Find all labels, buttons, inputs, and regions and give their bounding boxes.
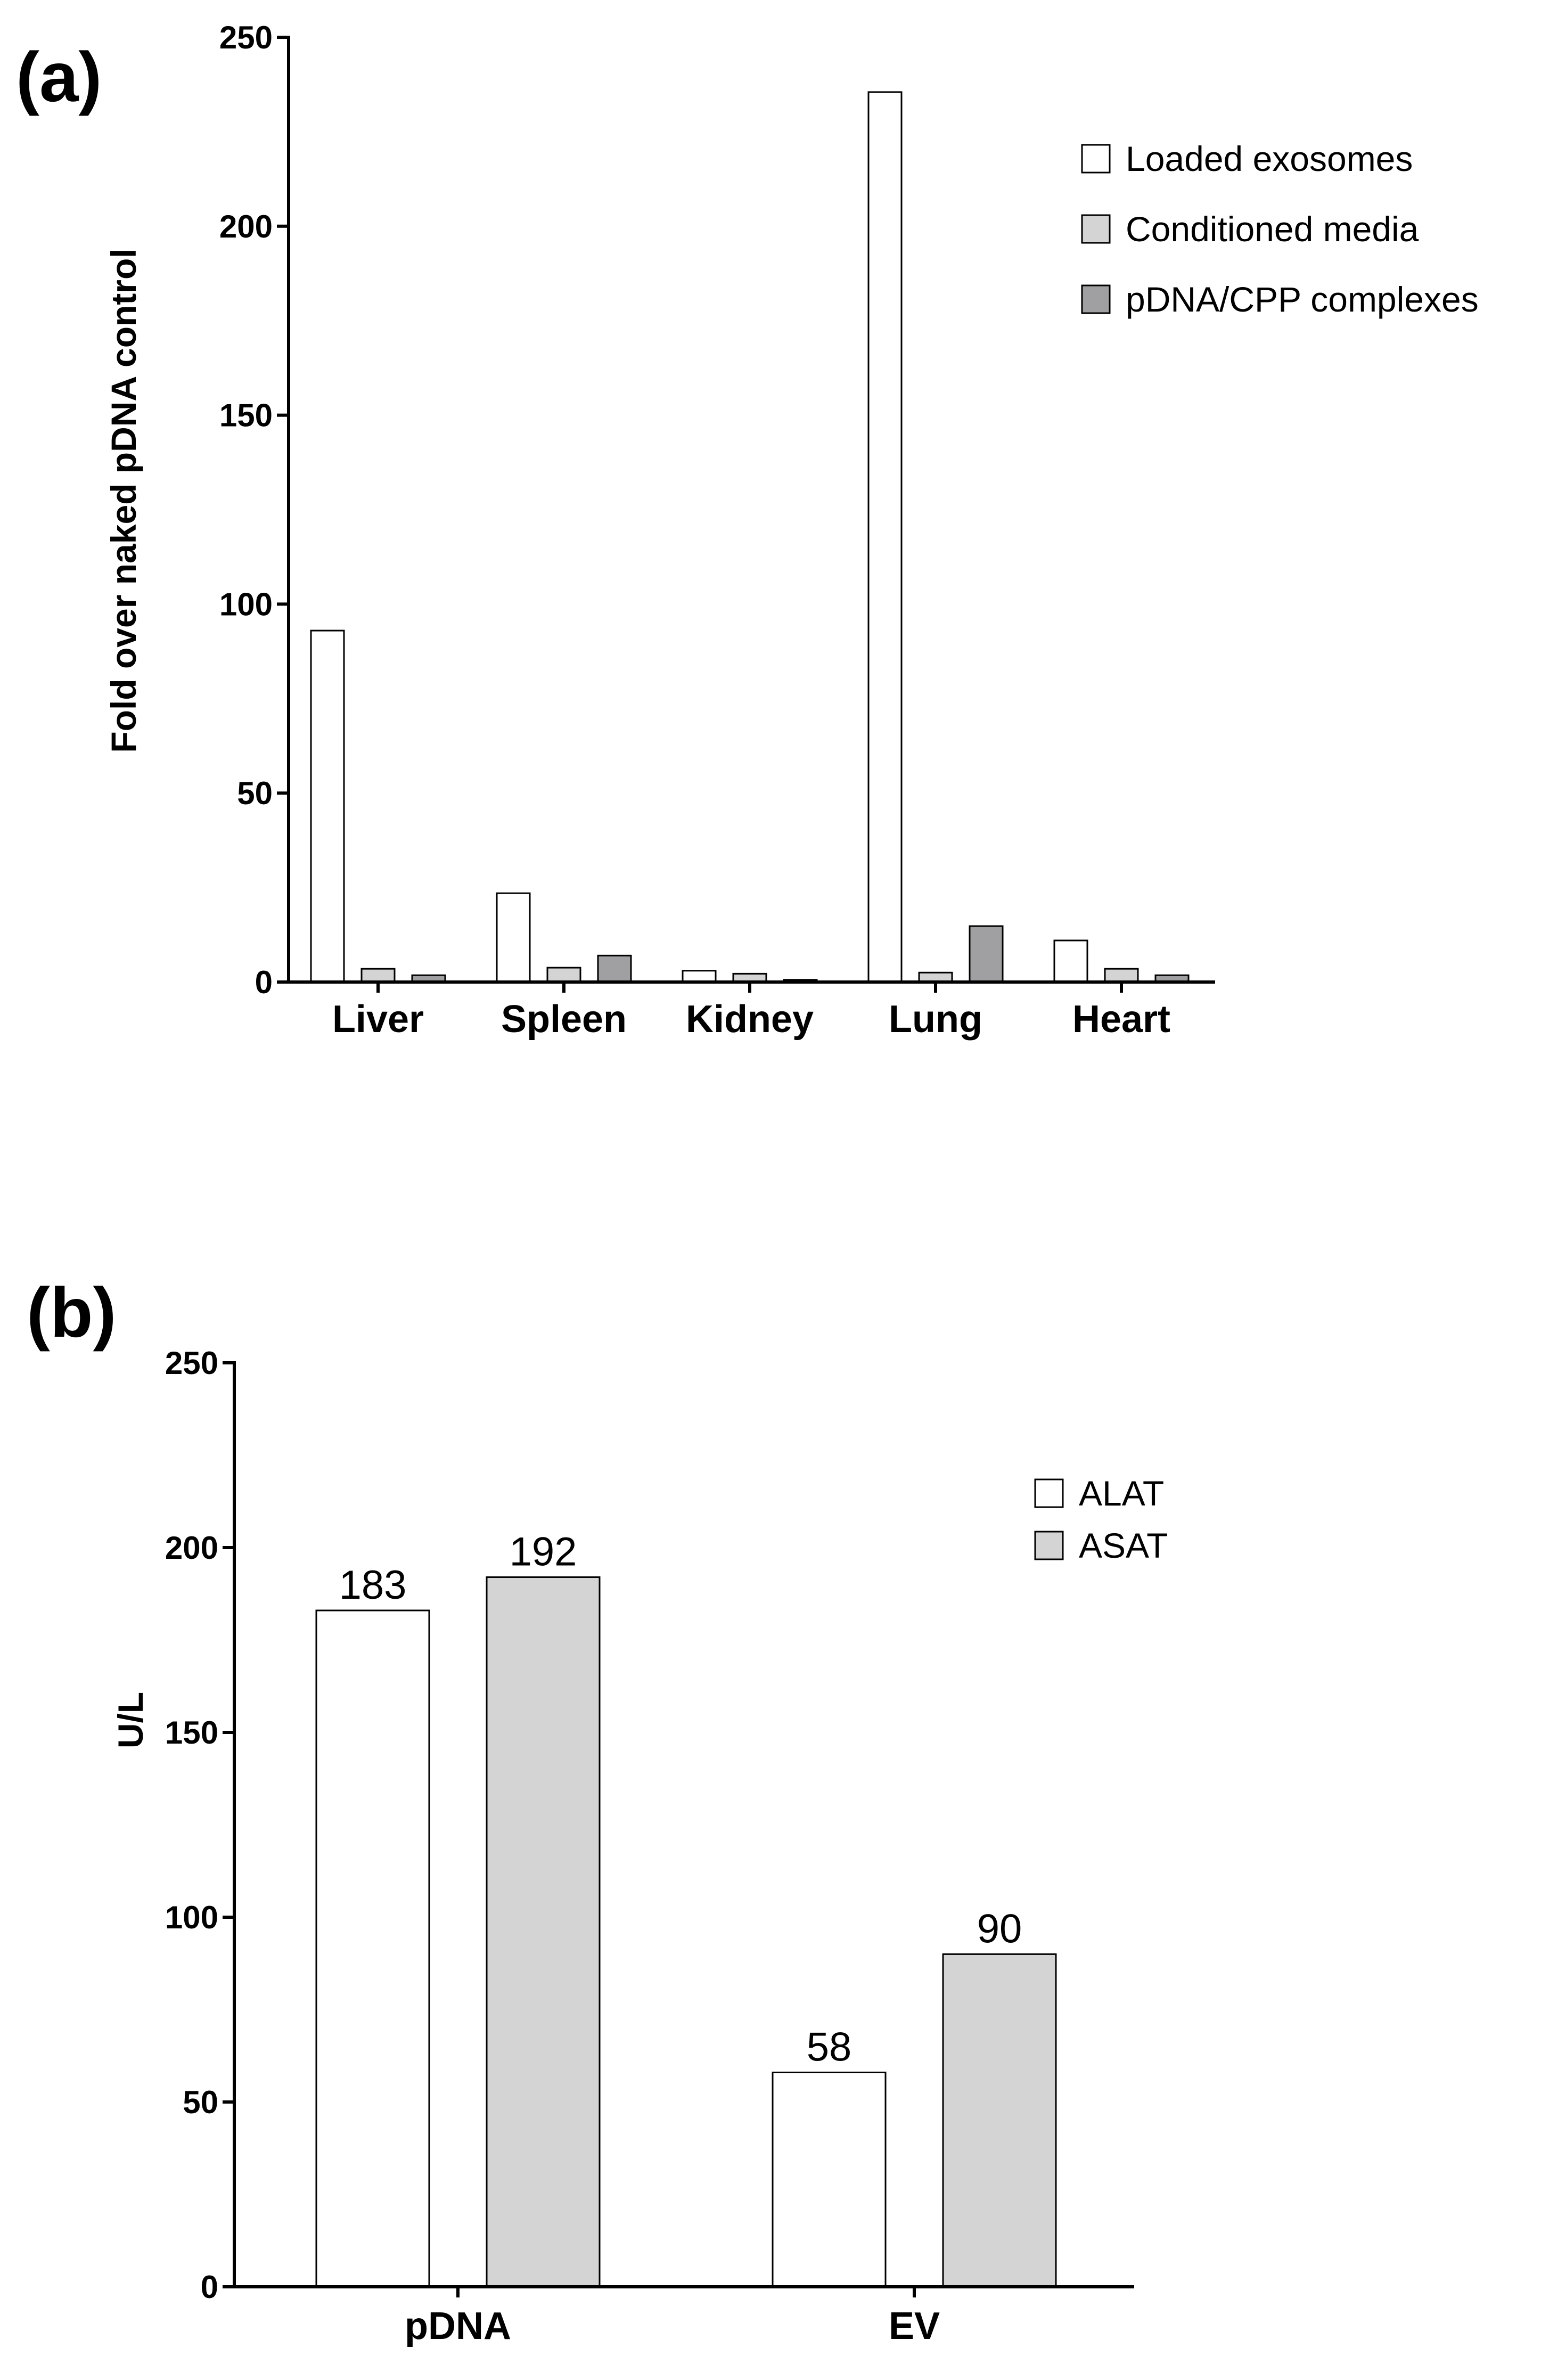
panel-a-legend: Loaded exosomes Conditioned media pDNA/CPP… — [1081, 139, 1479, 319]
b-y-tick-label-200: 200 — [165, 1530, 218, 1566]
b-x-label-pdna: pDNA — [405, 2305, 511, 2348]
a-bar-spleen-conditioned-media — [546, 967, 581, 983]
a-bar-liver-loaded-exosomes — [310, 629, 345, 983]
a-legend-swatch-loaded-exosomes — [1081, 144, 1111, 174]
a-legend-label-pdna-cpp-complexes: pDNA/CPP complexes — [1126, 280, 1479, 319]
a-y-tick-label-250: 250 — [219, 20, 273, 55]
b-bar-ev-alat — [772, 2071, 887, 2288]
a-bar-liver-conditioned-media — [360, 968, 396, 983]
a-y-tick-label-200: 200 — [219, 209, 273, 244]
a-legend-swatch-pdna-cpp-complexes — [1081, 284, 1111, 314]
b-bar-pdna-alat — [315, 1609, 430, 2288]
b-value-label-pdna-asat: 192 — [510, 1530, 577, 1575]
panel-a-x-labels: Liver Spleen Kidney Lung Heart — [332, 982, 1170, 1041]
a-x-label-lung: Lung — [889, 998, 982, 1041]
b-x-label-ev: EV — [889, 2305, 940, 2348]
panel-a-label: (a) — [16, 38, 102, 116]
panel-b-y-axis-title: U/L — [111, 1692, 150, 1748]
b-legend-swatch-alat — [1034, 1478, 1064, 1508]
b-y-tick-label-50: 50 — [183, 2084, 218, 2120]
a-y-tick-label-150: 150 — [219, 398, 273, 434]
b-y-tick-label-100: 100 — [165, 1900, 218, 1935]
a-x-label-spleen: Spleen — [501, 998, 627, 1041]
a-bar-spleen-loaded-exosomes — [496, 892, 531, 983]
a-y-tick-label-0: 0 — [255, 964, 273, 1000]
a-x-label-heart: Heart — [1072, 998, 1170, 1041]
a-x-label-liver: Liver — [332, 998, 424, 1041]
a-bar-heart-loaded-exosomes — [1053, 939, 1088, 983]
b-value-label-ev-alat: 58 — [807, 2024, 852, 2070]
a-x-label-kidney: Kidney — [686, 998, 814, 1041]
panel-a-bars — [310, 91, 1190, 983]
b-bar-ev-asat — [942, 1953, 1057, 2288]
a-legend-label-conditioned-media: Conditioned media — [1126, 209, 1419, 249]
panel-b-bars: 183 192 58 90 — [315, 1530, 1057, 2288]
a-bar-lung-loaded-exosomes — [867, 91, 903, 983]
panel-b-label: (b) — [27, 1273, 117, 1352]
b-bar-pdna-asat — [486, 1576, 601, 2288]
panel-b-y-ticks: 0 50 100 150 200 250 — [165, 1345, 234, 2305]
b-y-tick-label-250: 250 — [165, 1345, 218, 1381]
panel-b-legend: ALAT ASAT — [1034, 1474, 1168, 1565]
b-legend-swatch-asat — [1034, 1531, 1064, 1560]
b-legend-label-alat: ALAT — [1079, 1474, 1164, 1513]
panel-a-y-ticks: 0 50 100 150 200 250 — [219, 20, 289, 1000]
panel-b-chart: (b) U/L 0 50 100 150 200 250 183 192 58 90 pDNA E… — [27, 1273, 1168, 2348]
b-value-label-ev-asat: 90 — [977, 1906, 1022, 1951]
panel-a-y-axis-title: Fold over naked pDNA control — [104, 248, 143, 753]
b-y-tick-label-150: 150 — [165, 1715, 218, 1751]
a-bar-lung-pdna-cpp-complexes — [969, 925, 1004, 983]
b-y-tick-label-0: 0 — [201, 2269, 218, 2305]
panel-a-chart: (a) Fold over naked pDNA control 0 50 100 1… — [16, 20, 1479, 1041]
b-legend-label-asat: ASAT — [1079, 1526, 1168, 1565]
panel-b-x-labels: pDNA EV — [405, 2287, 940, 2348]
a-legend-swatch-conditioned-media — [1081, 214, 1111, 244]
a-y-tick-label-100: 100 — [219, 586, 273, 622]
a-bar-spleen-pdna-cpp-complexes — [597, 954, 632, 983]
a-y-tick-label-50: 50 — [237, 775, 273, 811]
a-bar-heart-conditioned-media — [1104, 968, 1139, 983]
a-bar-kidney-loaded-exosomes — [682, 970, 717, 983]
a-legend-label-loaded-exosomes: Loaded exosomes — [1126, 139, 1413, 178]
b-value-label-pdna-alat: 183 — [339, 1563, 407, 1608]
